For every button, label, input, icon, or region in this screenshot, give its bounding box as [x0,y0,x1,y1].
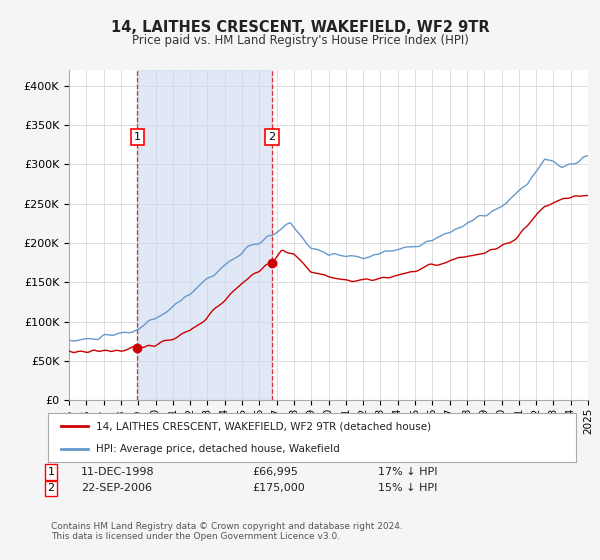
Text: 2: 2 [268,132,275,142]
Text: 15% ↓ HPI: 15% ↓ HPI [378,483,437,493]
Text: 14, LAITHES CRESCENT, WAKEFIELD, WF2 9TR: 14, LAITHES CRESCENT, WAKEFIELD, WF2 9TR [110,20,490,35]
Text: 14, LAITHES CRESCENT, WAKEFIELD, WF2 9TR (detached house): 14, LAITHES CRESCENT, WAKEFIELD, WF2 9TR… [95,421,431,431]
Text: Price paid vs. HM Land Registry's House Price Index (HPI): Price paid vs. HM Land Registry's House … [131,34,469,46]
Text: 17% ↓ HPI: 17% ↓ HPI [378,467,437,477]
Bar [137,70,272,400]
Text: 2: 2 [47,483,55,493]
Text: £175,000: £175,000 [252,483,305,493]
Text: 11-DEC-1998: 11-DEC-1998 [81,467,155,477]
Text: Contains HM Land Registry data © Crown copyright and database right 2024.
This d: Contains HM Land Registry data © Crown c… [51,522,403,542]
Text: 1: 1 [134,132,141,142]
Text: HPI: Average price, detached house, Wakefield: HPI: Average price, detached house, Wake… [95,444,339,454]
Text: 22-SEP-2006: 22-SEP-2006 [81,483,152,493]
Text: £66,995: £66,995 [252,467,298,477]
Text: 1: 1 [47,467,55,477]
